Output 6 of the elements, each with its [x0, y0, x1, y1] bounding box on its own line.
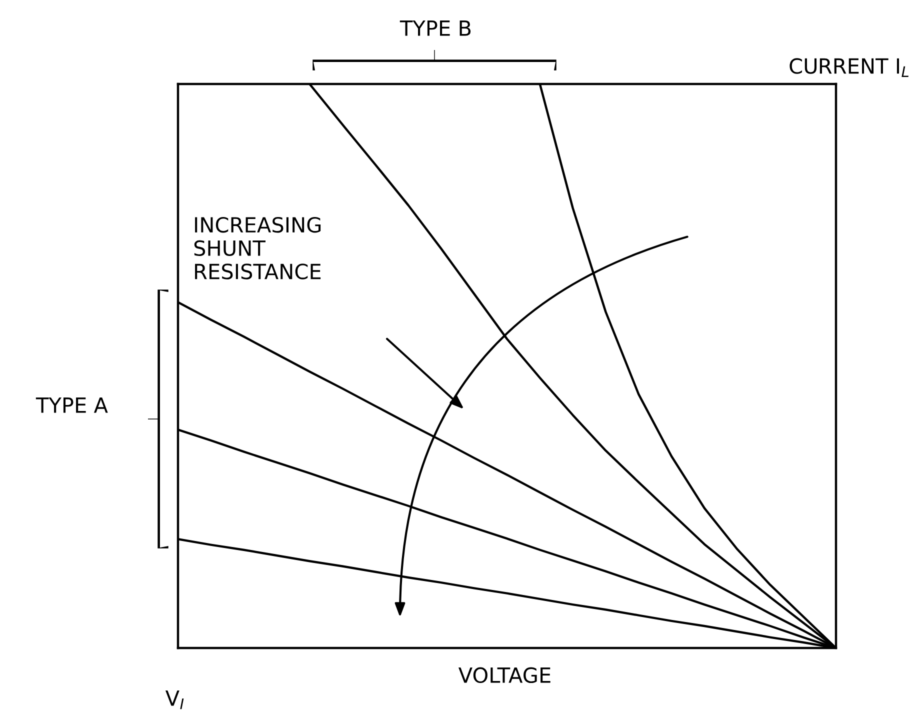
- text: V$_{I}$: [165, 690, 184, 710]
- text: TYPE B: [400, 20, 471, 36]
- annotation: INCREASING SHUNT RESISTANCE: [194, 216, 321, 280]
- text: TYPE A: [36, 398, 108, 413]
- x-axis-title: VOLTAGE: [458, 667, 550, 684]
- y-axis-title: CURRENT I$_{L}$: [790, 58, 909, 78]
